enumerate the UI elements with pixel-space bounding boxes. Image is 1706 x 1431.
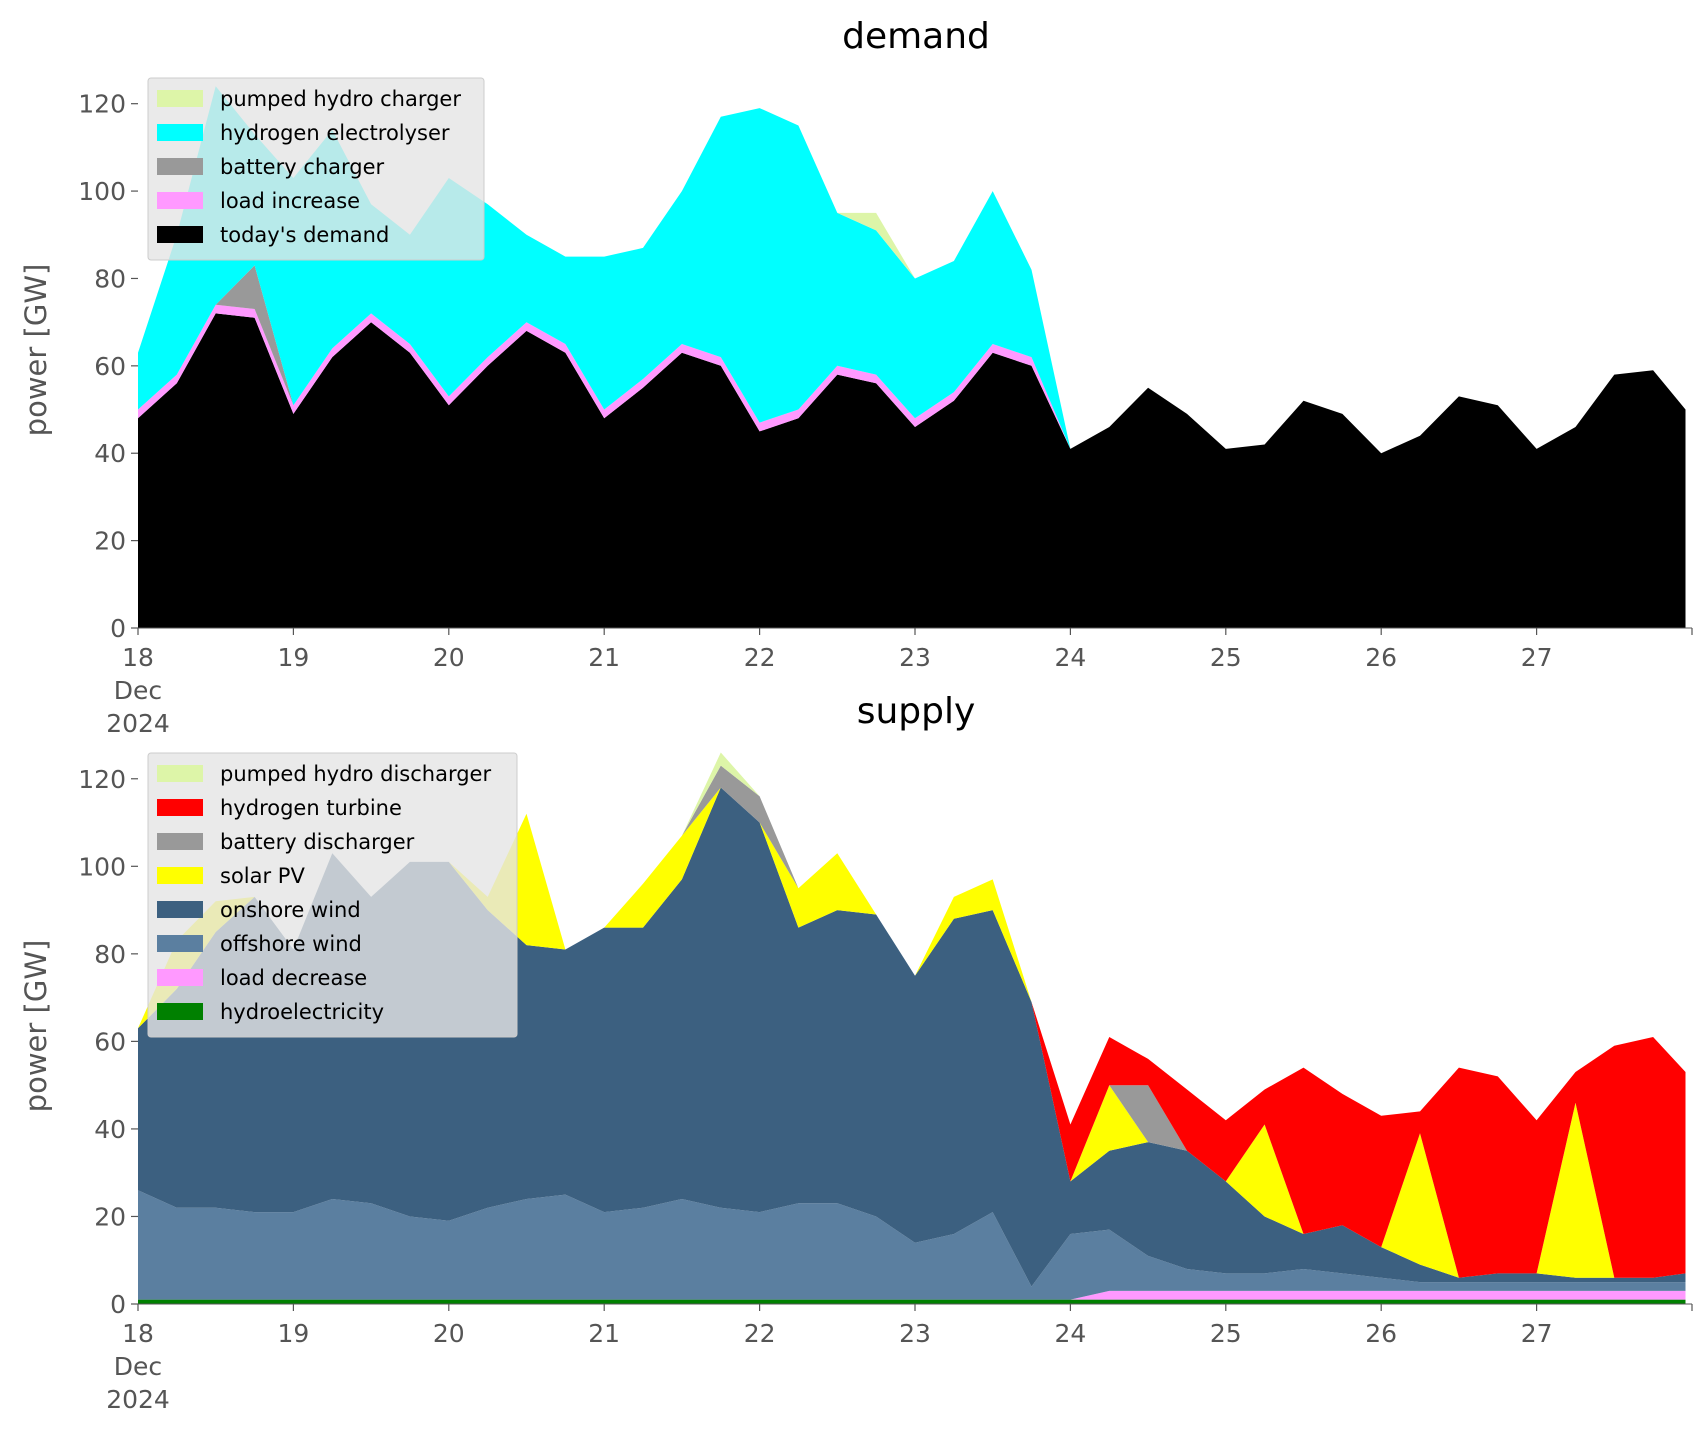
y-tick-label: 40 bbox=[94, 439, 126, 468]
y-tick-label: 100 bbox=[78, 177, 126, 206]
legend-swatch bbox=[157, 158, 203, 175]
legend-label: today's demand bbox=[220, 223, 389, 247]
area-offshore-wind bbox=[138, 1190, 1686, 1300]
x-tick-label: 24 bbox=[1054, 1319, 1086, 1348]
x-tick-label: 18 bbox=[122, 1319, 154, 1348]
x-tick-label: Dec bbox=[114, 1352, 162, 1381]
x-tick-label: 22 bbox=[744, 1319, 776, 1348]
y-tick-label: 80 bbox=[94, 940, 126, 969]
supply-chart-ylabel: power [GW] bbox=[19, 940, 53, 1113]
legend-swatch bbox=[157, 935, 203, 952]
legend-label: hydrogen electrolyser bbox=[220, 121, 450, 145]
legend-box bbox=[147, 77, 485, 261]
legend-label: onshore wind bbox=[220, 898, 361, 922]
legend-label: solar PV bbox=[220, 864, 305, 888]
area-onshore-wind bbox=[138, 787, 1686, 1287]
demand-chart-areas bbox=[138, 86, 1686, 628]
y-tick-label: 20 bbox=[94, 527, 126, 556]
legend-swatch bbox=[157, 799, 203, 816]
legend-swatch bbox=[157, 226, 203, 243]
legend-label: load increase bbox=[220, 189, 360, 213]
legend-swatch bbox=[157, 833, 203, 850]
y-tick-label: 100 bbox=[78, 852, 126, 881]
legend-swatch bbox=[157, 192, 203, 209]
demand-chart-axes: 0 20 40 60 80 100 120 18 Dec 2024 19 20 21 22 23 24 25 26… bbox=[78, 90, 1693, 738]
x-tick-label: 19 bbox=[277, 643, 309, 672]
x-tick-label: 23 bbox=[899, 643, 931, 672]
y-tick-label: 60 bbox=[94, 352, 126, 381]
legend-label: offshore wind bbox=[220, 932, 362, 956]
x-tick-label: 18 bbox=[122, 643, 154, 672]
x-tick-label: 22 bbox=[744, 643, 776, 672]
y-tick-label: 0 bbox=[110, 1290, 126, 1319]
y-tick-label: 120 bbox=[78, 765, 126, 794]
x-tick-label: 25 bbox=[1210, 1319, 1242, 1348]
legend-label: hydroelectricity bbox=[220, 1000, 384, 1024]
legend-box bbox=[147, 752, 518, 1038]
legend-label: pumped hydro discharger bbox=[220, 762, 491, 786]
legend-label: load decrease bbox=[220, 966, 367, 990]
x-tick-label: 24 bbox=[1054, 643, 1086, 672]
x-tick-label: 26 bbox=[1365, 643, 1397, 672]
area-hydrogen-turbine bbox=[138, 765, 1686, 1278]
area-today-s-demand bbox=[138, 313, 1686, 628]
legend-swatch bbox=[157, 867, 203, 884]
demand-chart-title: demand bbox=[842, 16, 990, 57]
supply-chart: supply 0 20 40 60 80 100 120 18 Dec 2024 19 20 21 22 2… bbox=[19, 691, 1693, 1414]
legend-label: hydrogen turbine bbox=[220, 796, 402, 820]
x-tick-label: 26 bbox=[1365, 1319, 1397, 1348]
y-tick-label: 40 bbox=[94, 1115, 126, 1144]
x-tick-label: 25 bbox=[1210, 643, 1242, 672]
legend-swatch bbox=[157, 1003, 203, 1020]
y-tick-label: 0 bbox=[110, 614, 126, 643]
legend-swatch bbox=[157, 124, 203, 141]
y-tick-label: 60 bbox=[94, 1027, 126, 1056]
y-tick-label: 120 bbox=[78, 90, 126, 119]
area-solar-pv bbox=[138, 787, 1686, 1278]
supply-chart-areas bbox=[138, 752, 1686, 1304]
x-tick-label: 27 bbox=[1521, 643, 1553, 672]
area-hydrogen-electrolyser bbox=[138, 86, 1686, 454]
x-tick-label: 21 bbox=[588, 643, 620, 672]
legend-label: battery charger bbox=[220, 155, 385, 179]
legend-swatch bbox=[157, 901, 203, 918]
x-tick-label: 2024 bbox=[106, 1385, 170, 1414]
area-load-decrease bbox=[138, 1290, 1686, 1300]
demand-legend: pumped hydro charger hydrogen electrolyse… bbox=[147, 77, 485, 261]
x-tick-label: 19 bbox=[277, 1319, 309, 1348]
x-tick-label: 20 bbox=[433, 643, 465, 672]
supply-chart-axes: 0 20 40 60 80 100 120 18 Dec 2024 19 20 21 22 23 24 25 26… bbox=[78, 765, 1693, 1414]
legend-label: battery discharger bbox=[220, 830, 415, 854]
legend-label: pumped hydro charger bbox=[220, 87, 461, 111]
x-tick-label: 27 bbox=[1521, 1319, 1553, 1348]
demand-chart: demand 0 20 40 60 80 100 120 18 Dec 2024 19 20 21 22 2… bbox=[19, 16, 1693, 738]
x-tick-label: 2024 bbox=[106, 709, 170, 738]
y-tick-label: 20 bbox=[94, 1202, 126, 1231]
x-tick-label: 23 bbox=[899, 1319, 931, 1348]
area-hydroelectricity bbox=[138, 1299, 1686, 1304]
y-tick-label: 80 bbox=[94, 264, 126, 293]
legend-swatch bbox=[157, 90, 203, 107]
demand-chart-ylabel: power [GW] bbox=[19, 264, 53, 437]
legend-swatch bbox=[157, 969, 203, 986]
x-tick-label: 20 bbox=[433, 1319, 465, 1348]
supply-chart-title: supply bbox=[857, 691, 976, 732]
x-tick-label: 21 bbox=[588, 1319, 620, 1348]
x-tick-label: Dec bbox=[114, 676, 162, 705]
supply-legend: pumped hydro discharger hydrogen turbine b… bbox=[147, 752, 518, 1038]
legend-swatch bbox=[157, 765, 203, 782]
